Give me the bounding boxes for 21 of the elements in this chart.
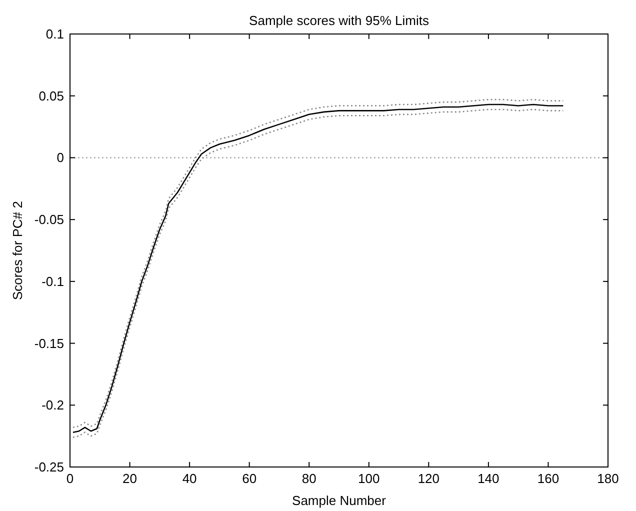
y-tick-label: -0.05: [34, 212, 64, 228]
x-tick-label: 160: [537, 471, 560, 486]
x-tick-label: 60: [242, 471, 257, 486]
y-tick-label: -0.25: [34, 460, 64, 474]
x-axis-title: Sample Number: [292, 493, 387, 508]
y-tick-label: -0.2: [42, 398, 64, 413]
x-tick-label: 140: [478, 471, 500, 486]
x-tick-label: 180: [597, 471, 619, 486]
y-tick-label: 0.1: [46, 26, 64, 42]
y-tick-label: -0.15: [34, 336, 64, 351]
y-tick-label: 0: [56, 150, 64, 166]
x-tick-label: 0: [66, 471, 74, 486]
y-axis-title: Scores for PC# 2: [10, 201, 25, 300]
y-tick-label: 0.05: [38, 88, 64, 104]
chart-title: Sample scores with 95% Limits: [249, 13, 430, 28]
x-tick-label: 20: [122, 471, 138, 486]
x-tick-label: 100: [358, 471, 380, 486]
x-tick-label: 40: [182, 471, 197, 486]
x-tick-label: 120: [418, 471, 440, 486]
y-tick-label: -0.1: [42, 274, 64, 289]
x-tick-label: 80: [302, 471, 316, 486]
